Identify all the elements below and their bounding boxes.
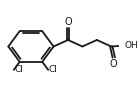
Text: OH: OH (125, 41, 138, 50)
Text: Cl: Cl (49, 65, 58, 74)
Text: O: O (110, 59, 118, 69)
Text: O: O (64, 16, 72, 27)
Text: Cl: Cl (14, 65, 23, 74)
